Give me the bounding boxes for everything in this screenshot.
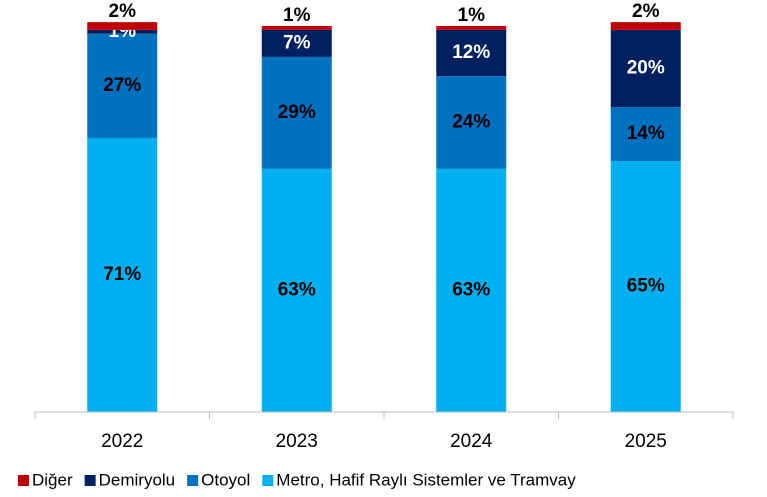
legend-swatch bbox=[262, 475, 274, 486]
bar-segment bbox=[261, 168, 332, 412]
data-label: 1% bbox=[458, 5, 486, 26]
legend-label: Diğer bbox=[32, 470, 73, 489]
bar-segment bbox=[436, 29, 507, 77]
data-label: 65% bbox=[627, 276, 665, 297]
bar-segment bbox=[436, 76, 507, 169]
data-label: 27% bbox=[103, 75, 141, 96]
legend-label: Metro, Hafif Raylı Sistemler ve Tramvay bbox=[276, 470, 576, 489]
data-label: 14% bbox=[627, 123, 665, 144]
bar-segment bbox=[436, 26, 507, 30]
bar-segment bbox=[87, 29, 158, 34]
legend-label: Otoyol bbox=[201, 470, 250, 489]
data-label: 63% bbox=[452, 279, 490, 300]
bar-segment bbox=[261, 56, 332, 169]
x-tick-label: 2025 bbox=[625, 431, 667, 452]
data-label: 12% bbox=[452, 42, 490, 63]
bar-segment bbox=[610, 22, 681, 30]
bar-segment bbox=[87, 33, 158, 138]
legend-swatch bbox=[84, 475, 96, 486]
data-label: 7% bbox=[283, 32, 311, 53]
x-tick-label: 2022 bbox=[101, 431, 143, 452]
data-label: 71% bbox=[103, 264, 141, 285]
data-label: 1% bbox=[283, 5, 311, 26]
data-label: 24% bbox=[452, 112, 490, 133]
bar-segment bbox=[436, 168, 507, 412]
data-label: 63% bbox=[278, 279, 316, 300]
x-tick-label: 2024 bbox=[450, 431, 493, 452]
bar-segment bbox=[261, 29, 332, 57]
data-label: 20% bbox=[627, 57, 665, 78]
x-tick-label: 2023 bbox=[276, 431, 318, 452]
legend-swatch bbox=[187, 475, 199, 486]
bar-segment bbox=[87, 137, 158, 412]
bar-segment bbox=[610, 161, 681, 412]
data-label: 29% bbox=[278, 102, 316, 123]
bar-segment bbox=[610, 29, 681, 108]
data-label: 2% bbox=[109, 1, 137, 22]
legend-swatch bbox=[18, 475, 29, 486]
data-label: 2% bbox=[632, 1, 660, 22]
bar-segment bbox=[87, 22, 158, 30]
legend-label: Demiryolu bbox=[99, 470, 176, 489]
bar-segment bbox=[610, 107, 681, 162]
bar-segment bbox=[261, 26, 332, 30]
